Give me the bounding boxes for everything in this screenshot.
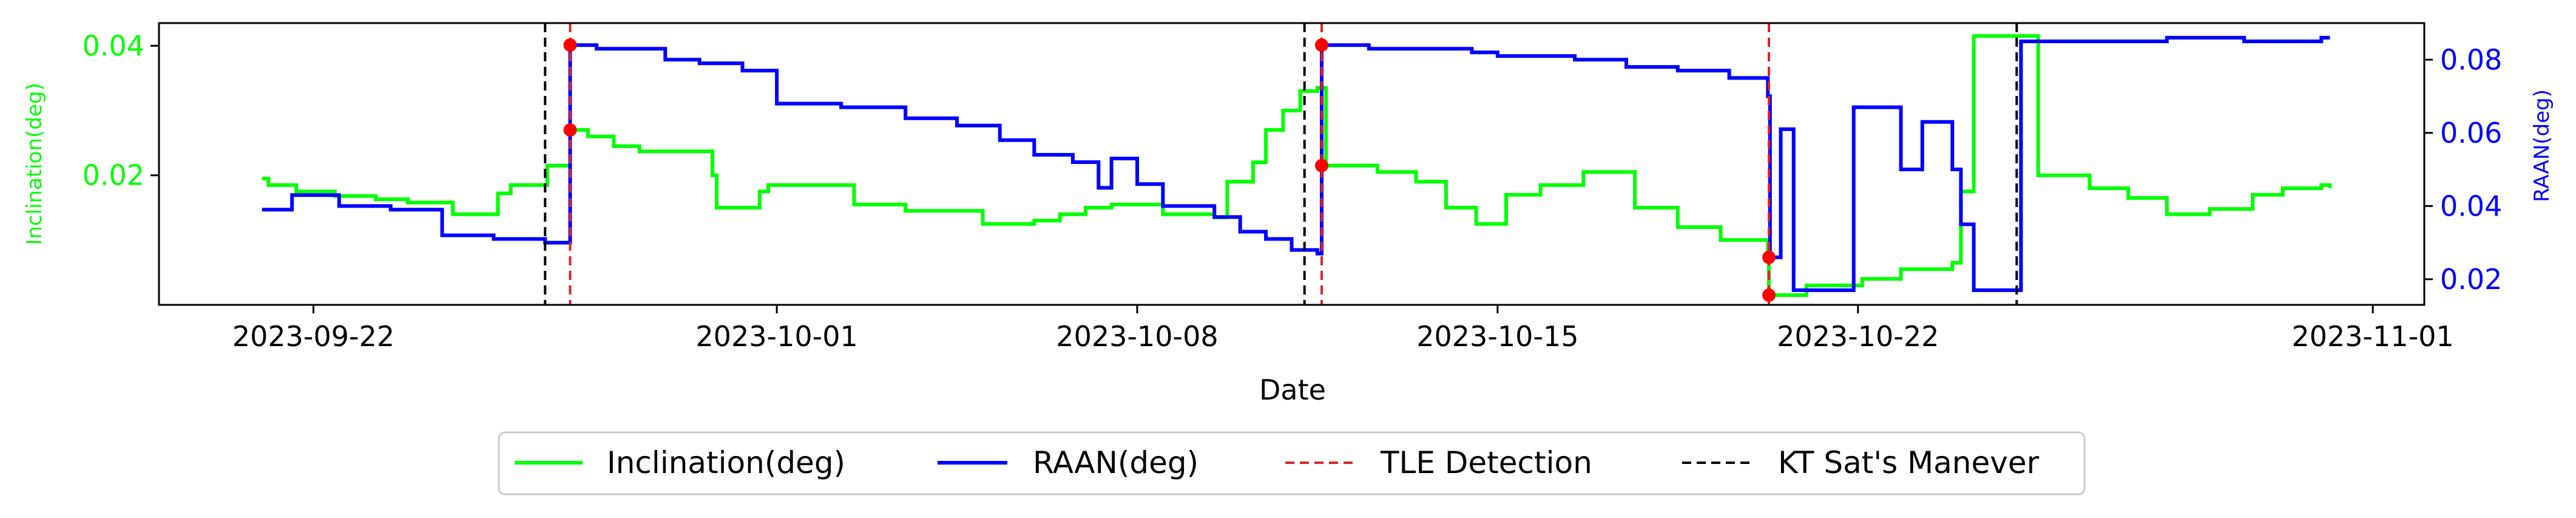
plot-area <box>262 23 2332 305</box>
x-tick-label: 2023-10-22 <box>1777 320 1939 353</box>
x-tick-label: 2023-10-15 <box>1416 320 1578 353</box>
x-axis-title: Date <box>1259 373 1326 406</box>
plot-frame <box>158 22 2426 306</box>
detection-marker <box>563 38 577 52</box>
x-tick-label: 2023-10-08 <box>1056 320 1218 353</box>
legend: Inclination(deg) RAAN(deg) TLE Detection… <box>498 431 2086 496</box>
x-tick-label: 2023-10-01 <box>695 320 857 353</box>
x-tick-label: 2023-09-22 <box>232 320 394 353</box>
legend-label: KT Sat's Manever <box>1778 445 2040 480</box>
detection-marker <box>1315 38 1328 52</box>
detection-marker <box>1762 288 1776 302</box>
y-right-tick-label: 0.06 <box>2440 117 2502 149</box>
legend-item-inclination: Inclination(deg) <box>515 445 845 480</box>
legend-label: RAAN(deg) <box>1033 445 1198 480</box>
y-right-tick-label: 0.02 <box>2440 263 2502 296</box>
x-tick-label: 2023-11-01 <box>2291 320 2453 353</box>
legend-item-kt-sat-manever: KT Sat's Manever <box>1682 445 2040 480</box>
y-right-axis-title: RAAN(deg) <box>2530 89 2554 202</box>
y-left-axis-title: Inclination(deg) <box>22 83 47 245</box>
y-left-tick-label: 0.02 <box>83 159 144 192</box>
y-left-tick-label: 0.04 <box>83 29 144 62</box>
axes: 2023-09-22 2023-10-01 2023-10-08 2023-10-15… <box>83 22 2502 353</box>
y-right-tick-label: 0.08 <box>2440 43 2502 76</box>
legend-label: Inclination(deg) <box>607 445 845 480</box>
detection-marker <box>1315 158 1328 172</box>
detection-marker <box>563 123 577 137</box>
y-right-tick-label: 0.04 <box>2440 189 2502 222</box>
legend-item-tle-detection: TLE Detection <box>1285 445 1592 480</box>
detection-marker <box>1762 250 1776 264</box>
legend-label: TLE Detection <box>1380 445 1592 480</box>
series-line-raan <box>262 36 2330 292</box>
legend-item-raan: RAAN(deg) <box>938 445 1198 480</box>
